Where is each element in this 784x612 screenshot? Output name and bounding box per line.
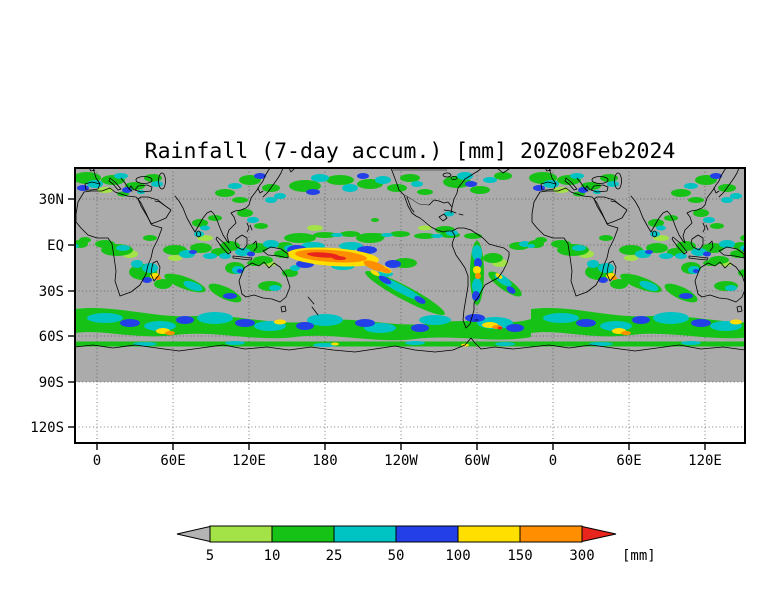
colorbar-segment xyxy=(209,525,273,543)
map-content xyxy=(75,168,745,443)
colorbar-segment xyxy=(457,525,521,543)
colorbar-level: 10 xyxy=(264,548,281,564)
colorbar-level: 5 xyxy=(206,548,214,564)
x-tick-label: 60W xyxy=(464,453,490,469)
y-axis-labels: 30N EQ 30S 60S 90S 120S xyxy=(30,192,64,436)
x-tick-label: 120E xyxy=(232,453,266,469)
x-tick-label: 120E xyxy=(688,453,722,469)
colorbar-above-max-arrow xyxy=(581,525,617,543)
x-tick-label: 120W xyxy=(384,453,418,469)
colorbar-level: 50 xyxy=(388,548,405,564)
x-tick-label: 0 xyxy=(549,453,557,469)
plot-title: Rainfall (7-day accum.) [mm] 20Z08Feb202… xyxy=(145,139,676,164)
map-border xyxy=(74,167,746,444)
map-south-blank-area xyxy=(75,382,745,443)
map-panel: 30N EQ 30S 60S 90S 120S 0 60E 120E 180 1… xyxy=(30,167,746,469)
x-tick-label: 60E xyxy=(616,453,641,469)
colorbar-units: [mm] xyxy=(622,548,656,564)
axis-ticks xyxy=(68,198,706,450)
colorbar-level: 25 xyxy=(326,548,343,564)
y-tick-label: 30S xyxy=(39,284,64,300)
colorbar-segment xyxy=(395,525,459,543)
y-tick-label: 30N xyxy=(39,192,64,208)
y-tick-label: 120S xyxy=(30,420,64,436)
colorbar-level: 100 xyxy=(445,548,470,564)
x-tick-label: 0 xyxy=(93,453,101,469)
colorbar-below-min-arrow xyxy=(176,525,211,543)
y-tick-label: 60S xyxy=(39,329,64,345)
colorbar-segment xyxy=(271,525,335,543)
colorbar-tick-labels: 5 10 25 50 100 150 300 [mm] xyxy=(206,548,656,564)
y-tick-label: EQ xyxy=(47,238,64,254)
colorbar-segment xyxy=(333,525,397,543)
colorbar-level: 300 xyxy=(569,548,594,564)
colorbar-segment xyxy=(519,525,583,543)
x-tick-label: 60E xyxy=(160,453,185,469)
x-axis-labels: 0 60E 120E 180 120W 60W 0 60E 120E xyxy=(93,453,722,469)
colorbar: 5 10 25 50 100 150 300 [mm] xyxy=(176,525,656,564)
y-tick-label: 90S xyxy=(39,375,64,391)
colorbar-level: 150 xyxy=(507,548,532,564)
x-tick-label: 180 xyxy=(312,453,337,469)
